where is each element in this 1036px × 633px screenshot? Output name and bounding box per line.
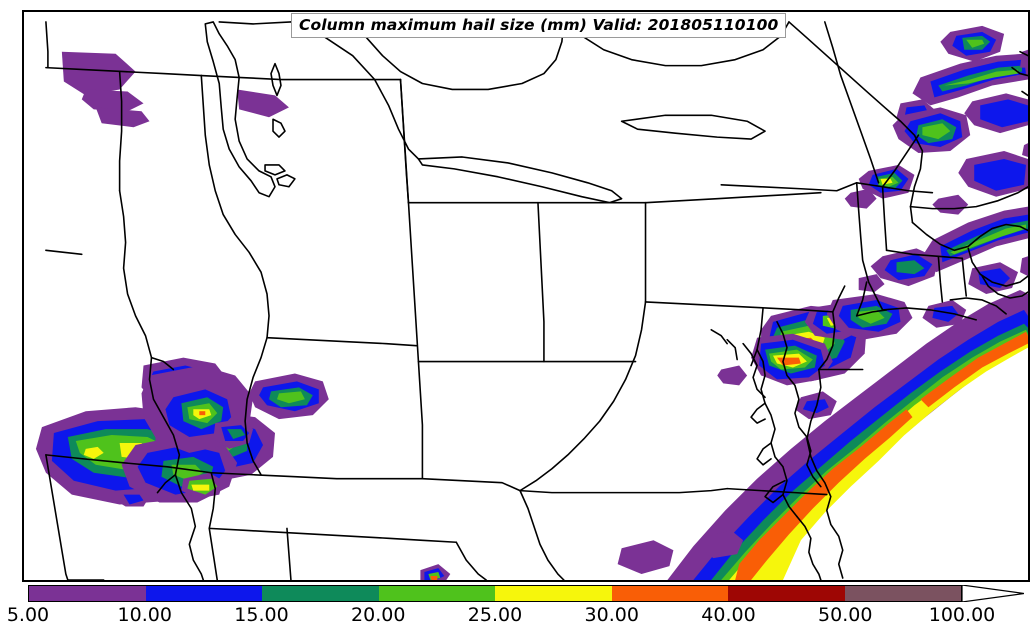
hail-cell-iowa <box>61 51 289 128</box>
colorbar-bands[interactable] <box>28 585 962 602</box>
colorbar: 5.00 10.00 15.00 20.00 25.00 30.00 40.00 50.00 1… <box>0 583 1036 633</box>
hail-cells-midatlantic-satellites <box>617 248 939 575</box>
great-lakes <box>204 21 790 204</box>
colorbar-band[interactable] <box>611 586 728 601</box>
map-svg <box>35 21 1028 580</box>
colorbar-tick-label: 40.00 <box>701 604 756 626</box>
hail-cell-deep-south <box>420 564 451 580</box>
hail-cell-nj-ny <box>912 53 1028 273</box>
colorbar-tick-label: 5.00 <box>6 604 50 626</box>
colorbar-tick-label: 100.00 <box>928 604 996 626</box>
hail-cell-delmarva-arm <box>826 294 913 340</box>
colorbar-tick-label: 15.00 <box>234 604 289 626</box>
colorbar-tick-label: 50.00 <box>818 604 873 626</box>
colorbar-band[interactable] <box>844 586 961 601</box>
colorbar-band[interactable] <box>29 586 146 601</box>
colorbar-tick-labels: 5.00 10.00 15.00 20.00 25.00 30.00 40.00 50.00 1… <box>0 604 1036 630</box>
colorbar-tick-label: 20.00 <box>351 604 406 626</box>
map-title: Column maximum hail size (mm) Valid: 201… <box>291 13 787 38</box>
hail-contour-field <box>35 25 1028 580</box>
colorbar-band[interactable] <box>378 586 495 601</box>
colorbar-overflow-arrow <box>962 585 1024 602</box>
map-geography <box>45 21 1028 580</box>
colorbar-band[interactable] <box>728 586 845 601</box>
colorbar-band[interactable] <box>495 586 612 601</box>
hail-cell-tennessee-small <box>115 419 254 507</box>
map-canvas[interactable] <box>22 10 1030 582</box>
colorbar-tick-label: 10.00 <box>117 604 172 626</box>
hail-cells-new-england <box>844 25 1028 328</box>
hail-cell-kentucky-east <box>249 373 329 420</box>
colorbar-tick-label: 25.00 <box>467 604 523 626</box>
colorbar-band[interactable] <box>262 586 379 601</box>
colorbar-tick-label: 30.00 <box>584 604 639 626</box>
hail-cell-chesapeake <box>751 301 869 386</box>
colorbar-band[interactable] <box>145 586 262 601</box>
